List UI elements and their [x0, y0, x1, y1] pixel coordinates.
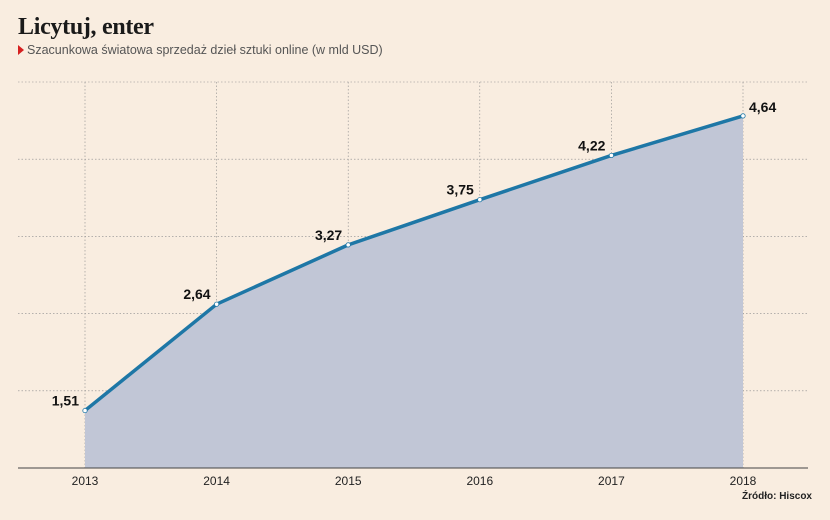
data-point	[82, 407, 88, 414]
x-tick-label: 2016	[466, 474, 493, 488]
data-point	[740, 113, 746, 119]
data-point	[345, 242, 351, 248]
source-note: Źródło: Hiscox	[741, 491, 812, 502]
data-point	[608, 152, 615, 159]
data-label: 3,27	[315, 227, 342, 243]
x-tick-label: 2013	[72, 474, 99, 488]
x-tick-label: 2018	[730, 474, 757, 488]
chart-title: Licytuj, enter	[18, 14, 154, 40]
x-tick-label: 2014	[203, 474, 230, 488]
data-label: 4,64	[749, 99, 776, 115]
series-line	[83, 114, 745, 413]
x-tick-label: 2017	[598, 474, 625, 488]
x-tick-label: 2015	[335, 474, 362, 488]
data-label: 4,22	[578, 137, 605, 153]
data-label: 3,75	[447, 182, 474, 198]
data-label: 2,64	[183, 286, 210, 302]
chart-subtitle: Szacunkowa światowa sprzedaż dzieł sztuk…	[27, 43, 383, 57]
area-fill	[85, 115, 743, 468]
data-point	[477, 197, 483, 203]
subtitle-row: Szacunkowa światowa sprzedaż dzieł sztuk…	[18, 43, 383, 57]
red-triangle-icon	[18, 45, 24, 55]
data-label: 1,51	[52, 393, 79, 409]
data-point	[214, 301, 220, 307]
